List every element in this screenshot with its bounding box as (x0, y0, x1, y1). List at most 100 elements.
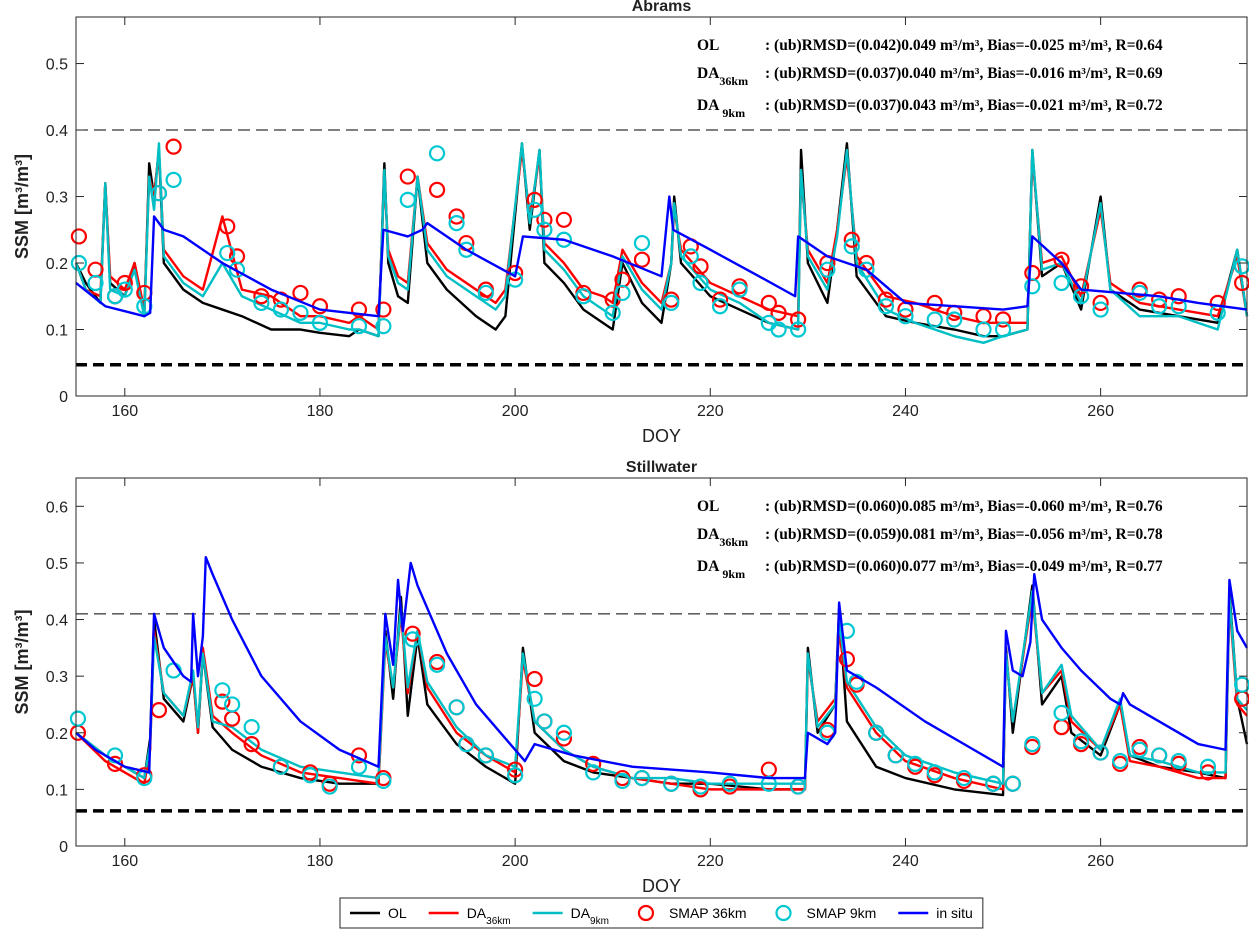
marker (897, 308, 914, 325)
y-tick-label: 0 (59, 389, 68, 406)
marker (536, 221, 553, 238)
annotation-label: OL (697, 498, 719, 515)
marker (243, 735, 260, 753)
marker (1131, 741, 1148, 758)
marker (614, 772, 631, 789)
marker (614, 284, 631, 302)
annotation-label-sub: 9km (722, 567, 745, 581)
legend-label: OL (388, 905, 407, 921)
axes-box (75, 16, 1248, 397)
series-line (75, 590, 1248, 785)
marker (536, 211, 553, 228)
x-tick-label: 180 (307, 403, 334, 420)
marker (711, 298, 729, 315)
marker (150, 185, 168, 202)
marker (404, 631, 421, 648)
marker (1024, 278, 1041, 295)
marker (224, 696, 241, 713)
y-tick-label: 0.3 (46, 669, 68, 686)
x-axis-label: DOY (642, 426, 681, 446)
x-tick-label: 160 (111, 853, 138, 870)
marker (404, 625, 421, 642)
x-tick-label: 220 (697, 403, 724, 420)
marker (682, 248, 699, 265)
y-tick-label: 0.4 (46, 123, 68, 140)
plot-area (76, 17, 1247, 396)
axes-box (75, 477, 1248, 847)
marker (555, 724, 573, 741)
annotation-label: DA (697, 558, 722, 575)
marker (790, 778, 807, 795)
legend-label: DA36km (467, 905, 511, 927)
y-tick-label: 0.2 (46, 726, 68, 743)
marker (69, 710, 87, 727)
marker (975, 321, 992, 338)
y-tick-label: 0 (59, 839, 68, 856)
marker (458, 735, 475, 753)
marker (507, 767, 524, 784)
marker (946, 311, 963, 328)
marker (350, 301, 368, 318)
marker (770, 304, 787, 321)
legend-name: in situ (936, 905, 973, 921)
marker (575, 288, 592, 305)
annotation-text: : (ub)RMSD=(0.037)0.043 m³/m³, Bias=-0.0… (765, 97, 1163, 114)
marker (907, 755, 924, 773)
marker (70, 254, 88, 272)
annotation: OL: (ub)RMSD=(0.042)0.049 m³/m³, Bias=-0… (697, 37, 1163, 54)
marker (1170, 288, 1187, 305)
x-tick-label: 220 (697, 853, 724, 870)
marker (1170, 752, 1187, 770)
marker (887, 747, 904, 764)
marker (1151, 747, 1168, 764)
marker (214, 693, 231, 710)
marker (1092, 744, 1109, 761)
x-tick-label: 200 (502, 403, 529, 420)
annotation-label: DA (697, 526, 720, 543)
marker (838, 622, 856, 639)
marker (477, 747, 494, 764)
series-line (75, 556, 1249, 780)
marker (711, 291, 729, 308)
marker (585, 764, 602, 781)
annotation-label-sub: 36km (719, 74, 748, 88)
marker (428, 145, 446, 162)
marker (526, 191, 543, 208)
marker (526, 690, 543, 707)
legend-marker (775, 904, 792, 922)
marker (604, 304, 621, 321)
y-tick-label: 0.1 (46, 323, 68, 340)
marker (1209, 294, 1226, 312)
marker (1053, 704, 1070, 722)
annotation: DA 9km: (ub)RMSD=(0.060)0.077 m³/m³, Bia… (697, 558, 1163, 581)
marker (555, 730, 573, 747)
marker (375, 772, 392, 789)
marker (458, 241, 475, 258)
annotation-label: DA (697, 97, 722, 114)
y-axis-label: SSM [m³/m³] (12, 154, 32, 259)
marker (760, 775, 777, 792)
marker (994, 311, 1012, 328)
marker (858, 261, 875, 278)
marker (1004, 775, 1021, 792)
marker (70, 228, 88, 245)
marker (448, 208, 465, 225)
marker (1092, 301, 1109, 318)
y-tick-label: 0.2 (46, 256, 68, 273)
annotation-label: DA (697, 65, 720, 82)
x-tick-label: 240 (892, 853, 919, 870)
annotation-label-sub: 36km (719, 535, 748, 549)
marker (877, 298, 895, 315)
marker (760, 294, 777, 312)
marker (272, 301, 290, 318)
marker (721, 775, 738, 792)
annotation-label: OL (697, 37, 719, 54)
marker (1151, 291, 1168, 308)
marker (1053, 274, 1070, 292)
marker (663, 775, 680, 792)
legend-name-sub: 36km (486, 916, 510, 927)
marker (219, 218, 236, 235)
y-tick-label: 0.5 (46, 556, 68, 573)
annotation-label-sub: 9km (722, 106, 745, 120)
marker (526, 670, 543, 688)
